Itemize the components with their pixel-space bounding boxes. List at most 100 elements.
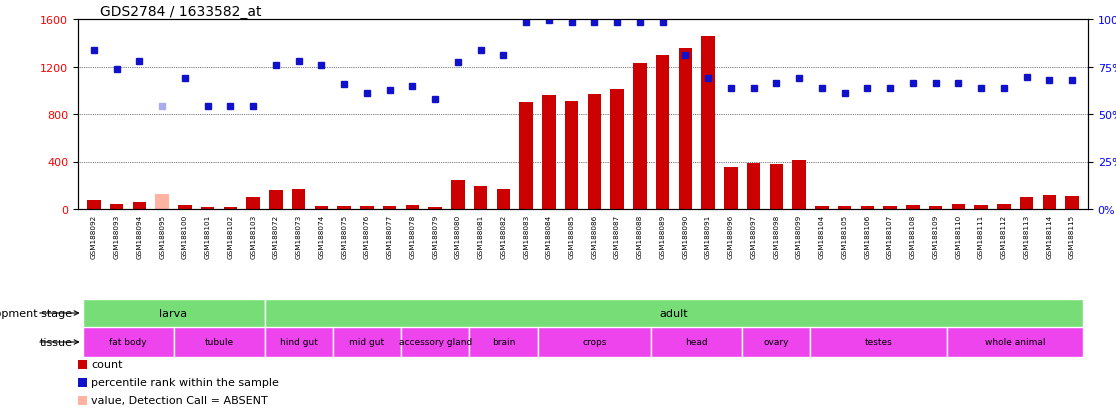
Text: GSM188115: GSM188115 [1069, 214, 1075, 258]
Text: brain: brain [492, 338, 516, 347]
Text: GSM188089: GSM188089 [660, 214, 665, 258]
Bar [947, 327, 1084, 357]
Bar [264, 327, 333, 357]
Text: accessory gland: accessory gland [398, 338, 472, 347]
Bar [337, 206, 350, 209]
Bar [474, 186, 488, 209]
Bar [542, 96, 556, 209]
Text: fat body: fat body [109, 338, 147, 347]
Bar [770, 165, 783, 209]
Text: GSM188083: GSM188083 [523, 214, 529, 258]
Text: count: count [92, 359, 123, 369]
Text: GSM188108: GSM188108 [910, 214, 916, 258]
Bar [174, 327, 264, 357]
Bar [109, 204, 124, 209]
Text: GSM188086: GSM188086 [591, 214, 597, 258]
Bar [429, 207, 442, 209]
Bar [815, 207, 829, 209]
Text: testes: testes [865, 338, 893, 347]
Text: GSM188091: GSM188091 [705, 214, 711, 258]
Text: GSM188084: GSM188084 [546, 214, 552, 258]
Text: GSM188098: GSM188098 [773, 214, 779, 258]
Bar [497, 189, 510, 209]
Text: value, Detection Call = ABSENT: value, Detection Call = ABSENT [92, 395, 268, 405]
Text: whole animal: whole animal [985, 338, 1046, 347]
Bar [179, 206, 192, 209]
Bar [83, 327, 174, 357]
Bar [223, 207, 238, 209]
Text: GSM188097: GSM188097 [751, 214, 757, 258]
Text: GSM188105: GSM188105 [841, 214, 847, 258]
Bar [87, 200, 100, 209]
Bar [974, 206, 988, 209]
Bar [724, 167, 738, 209]
Text: GSM188075: GSM188075 [341, 214, 347, 258]
Text: GSM188106: GSM188106 [865, 214, 870, 258]
Text: GSM188101: GSM188101 [204, 214, 211, 258]
Text: GSM188076: GSM188076 [364, 214, 369, 258]
Text: GSM188090: GSM188090 [682, 214, 689, 258]
Bar [747, 164, 760, 209]
Bar [83, 299, 264, 327]
Bar [1066, 197, 1079, 209]
Text: development stage: development stage [0, 308, 73, 318]
Text: GSM188103: GSM188103 [250, 214, 257, 258]
Bar [929, 206, 942, 209]
Text: crops: crops [583, 338, 607, 347]
Text: GSM188072: GSM188072 [273, 214, 279, 258]
Text: percentile rank within the sample: percentile rank within the sample [92, 377, 279, 387]
Bar [405, 206, 420, 209]
Bar [610, 90, 624, 209]
Bar [538, 327, 652, 357]
Bar [264, 299, 1084, 327]
Bar [451, 180, 464, 209]
Text: mid gut: mid gut [349, 338, 384, 347]
Text: adult: adult [660, 308, 689, 318]
Bar [792, 160, 806, 209]
Text: GSM188081: GSM188081 [478, 214, 483, 258]
Bar [291, 190, 306, 209]
Bar [401, 327, 469, 357]
Bar [742, 327, 810, 357]
Text: GSM188104: GSM188104 [819, 214, 825, 258]
Bar [519, 103, 533, 209]
Bar [997, 204, 1011, 209]
Bar [315, 207, 328, 209]
Text: GSM188114: GSM188114 [1047, 214, 1052, 258]
Text: ovary: ovary [763, 338, 789, 347]
Bar [383, 207, 396, 209]
Text: GSM188112: GSM188112 [1001, 214, 1007, 258]
Text: GSM188093: GSM188093 [114, 214, 119, 258]
Bar [360, 207, 374, 209]
Bar [1042, 196, 1056, 209]
Bar [469, 327, 538, 357]
Text: GSM188079: GSM188079 [432, 214, 439, 258]
Text: GSM188085: GSM188085 [569, 214, 575, 258]
Bar [633, 64, 646, 209]
Bar [269, 190, 282, 209]
Bar [333, 327, 401, 357]
Bar [838, 207, 852, 209]
Bar [952, 204, 965, 209]
Text: GDS2784 / 1633582_at: GDS2784 / 1633582_at [100, 5, 262, 19]
Bar [1020, 198, 1033, 209]
Bar [701, 37, 715, 209]
Text: GSM188073: GSM188073 [296, 214, 301, 258]
Bar [201, 207, 214, 209]
Text: GSM188087: GSM188087 [614, 214, 620, 258]
Bar [652, 327, 742, 357]
Text: larva: larva [160, 308, 187, 318]
Bar [155, 194, 169, 209]
Bar [906, 206, 920, 209]
Bar [587, 95, 602, 209]
Text: GSM188109: GSM188109 [933, 214, 939, 258]
Text: tubule: tubule [204, 338, 233, 347]
Text: GSM188078: GSM188078 [410, 214, 415, 258]
Text: GSM188077: GSM188077 [386, 214, 393, 258]
Bar [565, 102, 578, 209]
Text: GSM188095: GSM188095 [160, 214, 165, 258]
Text: GSM188113: GSM188113 [1023, 214, 1030, 258]
Text: GSM188100: GSM188100 [182, 214, 187, 258]
Text: GSM188102: GSM188102 [228, 214, 233, 258]
Text: head: head [685, 338, 708, 347]
